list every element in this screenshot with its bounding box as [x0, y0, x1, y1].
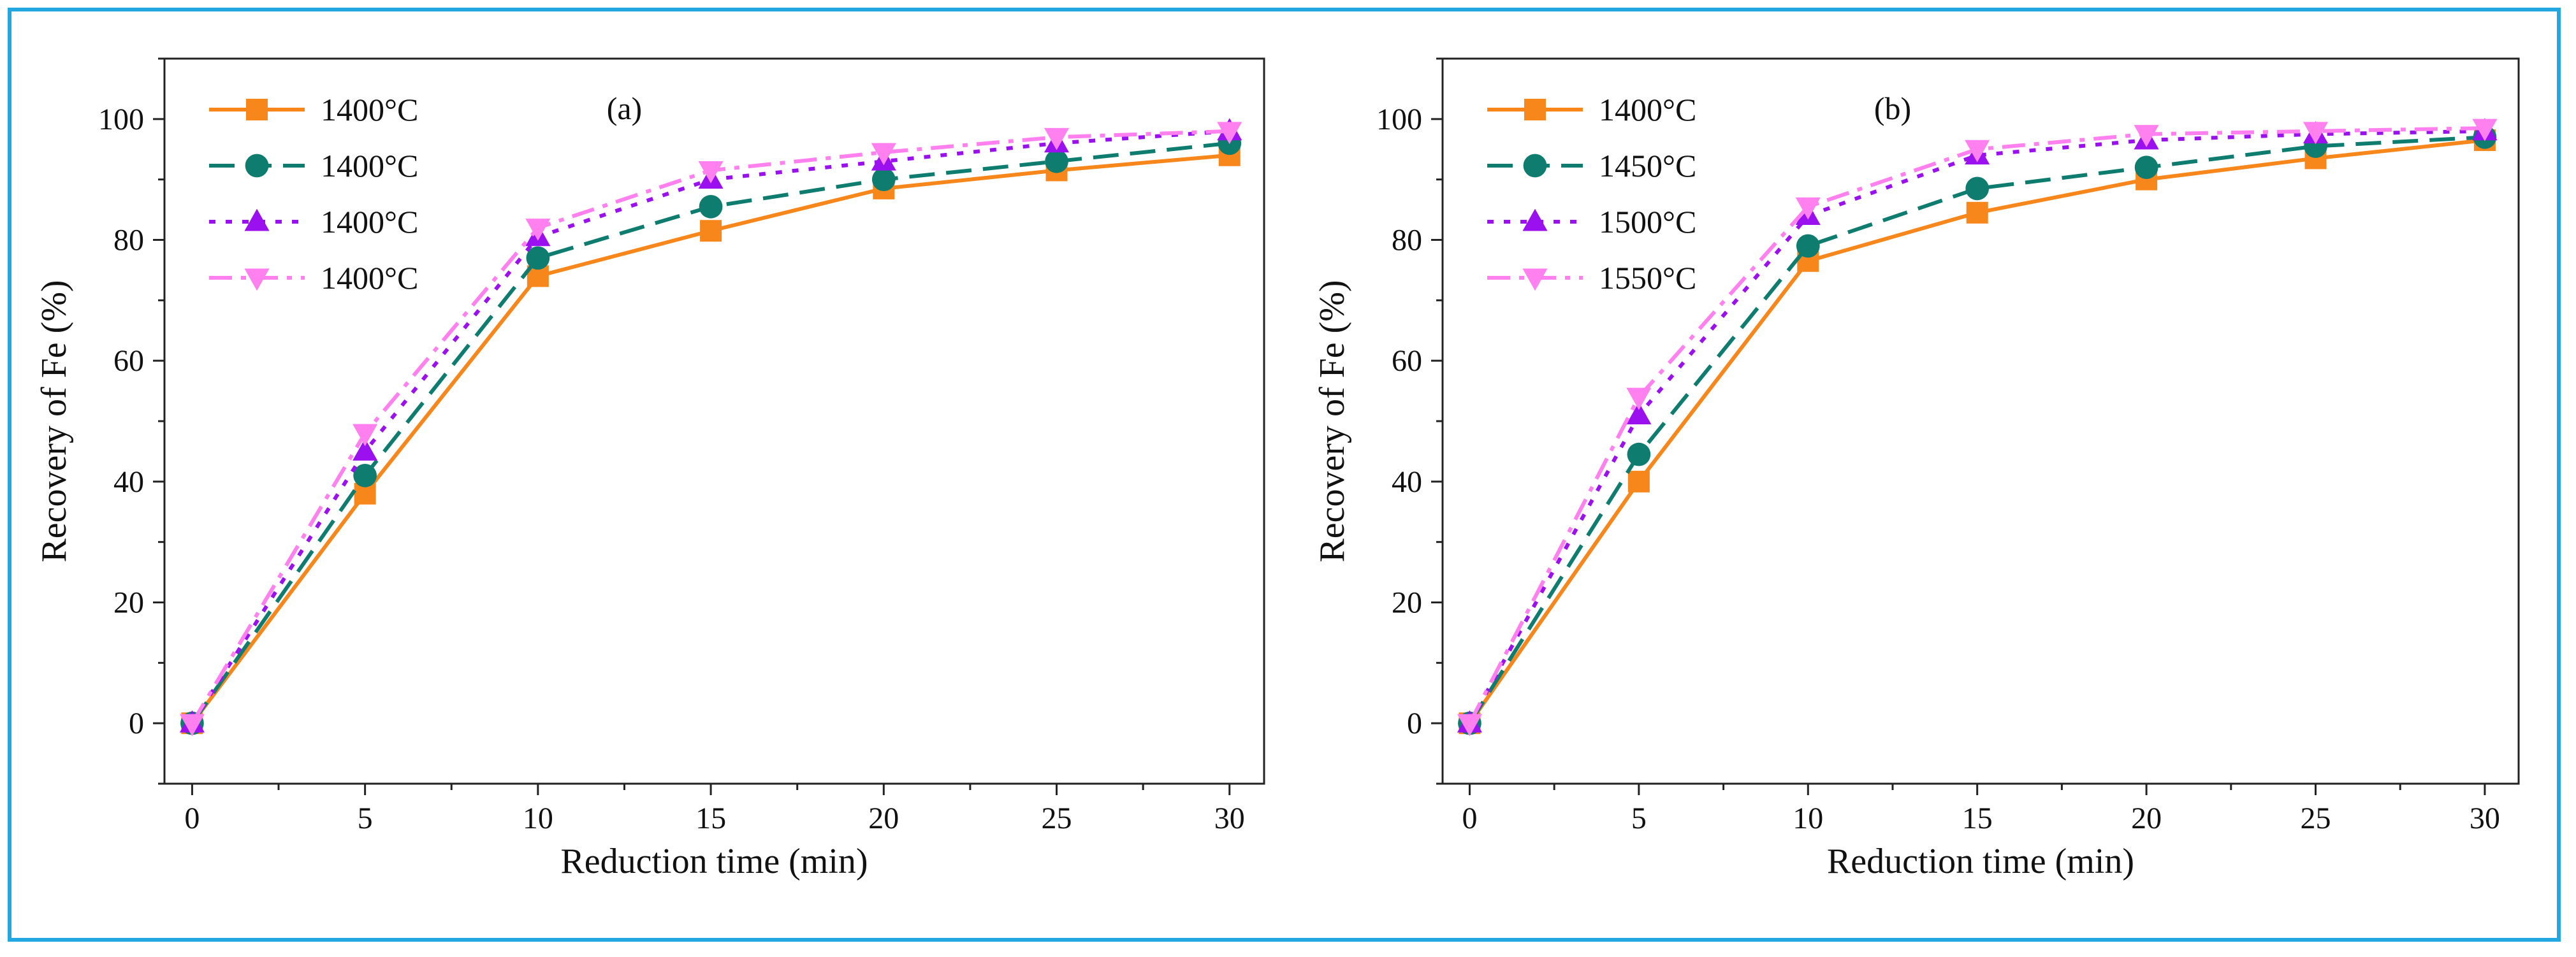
data-point: [526, 246, 550, 270]
legend-marker: [1522, 268, 1548, 291]
y-tick-label: 40: [113, 465, 144, 499]
legend-label: 1500°C: [1599, 204, 1696, 240]
y-tick-label: 100: [1376, 103, 1422, 136]
data-point: [353, 463, 377, 487]
data-point: [1044, 127, 1070, 150]
data-point: [1457, 714, 1483, 737]
y-tick-label: 20: [1392, 586, 1422, 620]
legend-label: 1400°C: [321, 260, 418, 296]
legend-label: 1400°C: [321, 148, 418, 183]
data-point: [2303, 122, 2329, 145]
data-point: [1966, 201, 1988, 224]
data-point: [1965, 140, 1990, 162]
data-point: [353, 438, 378, 461]
x-tick-label: 20: [2131, 802, 2162, 835]
data-point: [871, 143, 896, 166]
x-tick-label: 5: [1631, 802, 1647, 835]
y-tick-label: 40: [1392, 465, 1422, 499]
data-point: [1217, 122, 1242, 145]
data-point: [1626, 402, 1652, 424]
data-point: [1626, 387, 1652, 410]
data-point: [179, 714, 205, 737]
data-point: [2472, 119, 2498, 141]
legend: 1400°C 1400°C 1400°C 1400°C: [209, 92, 418, 296]
series-4: [1457, 119, 2498, 737]
legend-marker: [1523, 154, 1547, 178]
data-point: [2134, 155, 2158, 180]
data-point: [700, 220, 722, 242]
x-tick-label: 30: [2470, 802, 2500, 835]
chart-panel-b: 0 5 10 15 20 25 30 0 20 40 60 80 100 Reduction time (…: [1313, 57, 2520, 881]
y-tick-label: 20: [113, 586, 144, 620]
legend-marker: [246, 99, 268, 120]
data-point: [1796, 234, 1820, 258]
chart-panel-a: 0 5 10 15 20 25 30 0 20 40 60 80 100 Reduction time (…: [34, 57, 1265, 881]
figure-frame: [8, 8, 2561, 942]
y-tick-label: 0: [1407, 707, 1422, 740]
y-tick-label: 80: [1392, 224, 1422, 257]
y-axis-title: Recovery of Fe (%): [1313, 280, 1352, 562]
legend-marker: [1522, 208, 1548, 231]
legend-marker: [244, 268, 270, 291]
x-tick-label: 10: [523, 802, 553, 835]
x-axis-title: Reduction time (min): [560, 842, 868, 881]
data-point: [698, 161, 724, 183]
x-tick-label: 0: [1462, 802, 1477, 835]
data-point: [1627, 442, 1651, 466]
data-point: [353, 424, 378, 447]
legend-label: 1400°C: [1599, 92, 1696, 127]
x-tick-label: 15: [1962, 802, 1993, 835]
panel-annotation-a: (a): [607, 90, 643, 126]
x-tick-label: 10: [1793, 802, 1823, 835]
legend-label: 1450°C: [1599, 148, 1696, 183]
x-tick-label: 25: [2301, 802, 2331, 835]
x-tick-label: 30: [1214, 802, 1245, 835]
x-tick-label: 20: [868, 802, 899, 835]
x-tick-label: 25: [1042, 802, 1072, 835]
x-tick-label: 0: [184, 802, 200, 835]
y-axis-title: Recovery of Fe (%): [34, 280, 74, 562]
data-point: [1045, 149, 1068, 173]
data-point: [1965, 176, 1990, 201]
y-tick-label: 100: [98, 103, 144, 136]
legend-marker: [1524, 99, 1546, 120]
legend-label: 1400°C: [321, 204, 418, 240]
y-tick-label: 60: [113, 344, 144, 378]
legend-marker: [245, 154, 269, 178]
data-point: [699, 194, 723, 219]
data-point: [2134, 125, 2159, 147]
data-point: [871, 168, 896, 192]
panel-annotation-b: (b): [1874, 90, 1911, 126]
y-tick-label: 80: [113, 224, 144, 257]
data-point: [1795, 197, 1821, 220]
y-tick-label: 60: [1392, 344, 1422, 378]
data-point: [1627, 470, 1650, 493]
legend: 1400°C 1450°C 1500°C 1550°C: [1487, 92, 1696, 296]
legend-label: 1550°C: [1599, 260, 1696, 296]
legend-label: 1400°C: [321, 92, 418, 127]
data-point: [525, 219, 551, 241]
series-4: [179, 122, 1242, 737]
x-axis-title: Reduction time (min): [1827, 842, 2134, 881]
y-tick-label: 0: [129, 707, 144, 740]
x-tick-label: 5: [358, 802, 373, 835]
legend-marker: [244, 208, 270, 231]
x-tick-label: 15: [695, 802, 726, 835]
